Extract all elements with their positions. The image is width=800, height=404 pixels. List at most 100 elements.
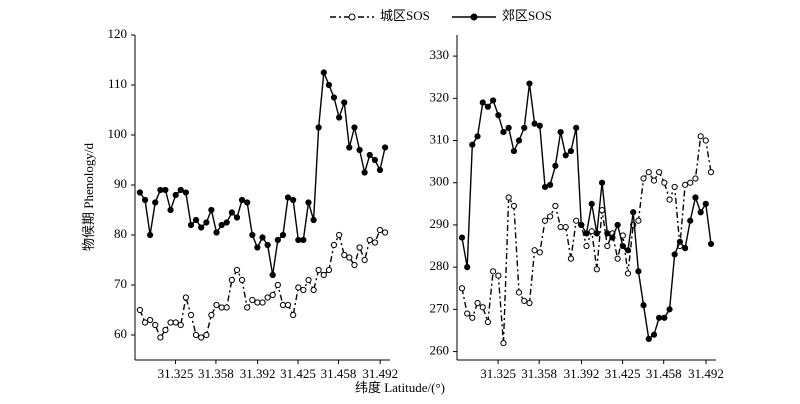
point bbox=[223, 304, 230, 311]
x-tick-label: 31.358 bbox=[521, 366, 557, 381]
point bbox=[661, 314, 668, 321]
point bbox=[218, 221, 225, 229]
point bbox=[213, 301, 220, 309]
point bbox=[645, 335, 652, 342]
point bbox=[614, 255, 621, 262]
point bbox=[650, 177, 658, 184]
point bbox=[310, 286, 317, 294]
point bbox=[588, 200, 595, 207]
point bbox=[573, 124, 580, 131]
point bbox=[269, 291, 276, 299]
x-tick-label: 31.492 bbox=[688, 366, 724, 381]
point bbox=[650, 331, 658, 338]
point bbox=[315, 266, 322, 274]
point bbox=[521, 297, 528, 305]
point bbox=[598, 179, 606, 186]
point bbox=[676, 238, 683, 245]
point bbox=[567, 147, 575, 155]
point bbox=[697, 133, 704, 140]
point bbox=[295, 284, 302, 291]
point bbox=[320, 271, 327, 279]
point bbox=[464, 310, 471, 317]
point bbox=[356, 146, 363, 154]
point bbox=[141, 319, 149, 326]
point bbox=[687, 217, 694, 224]
point bbox=[593, 266, 600, 273]
point bbox=[259, 299, 266, 306]
point bbox=[198, 334, 205, 341]
legend-marker bbox=[348, 13, 356, 21]
point bbox=[500, 340, 507, 347]
point bbox=[619, 242, 626, 250]
point bbox=[671, 183, 678, 191]
point bbox=[136, 306, 144, 314]
y-tick-label: 300 bbox=[430, 174, 450, 189]
y-tick-label: 110 bbox=[108, 76, 127, 91]
point bbox=[167, 206, 174, 214]
point bbox=[325, 81, 333, 89]
point bbox=[469, 141, 476, 148]
point bbox=[361, 169, 368, 176]
x-tick-label: 31.458 bbox=[646, 366, 682, 381]
point bbox=[162, 186, 169, 194]
point bbox=[187, 311, 195, 319]
y-tick-label: 100 bbox=[108, 126, 128, 141]
point bbox=[157, 186, 164, 194]
point bbox=[702, 137, 709, 144]
x-tick-label: 31.392 bbox=[240, 366, 276, 381]
point bbox=[238, 196, 246, 204]
point bbox=[366, 151, 373, 159]
point bbox=[505, 194, 512, 201]
point bbox=[458, 285, 466, 292]
point bbox=[254, 244, 261, 251]
point bbox=[244, 304, 251, 311]
y-tick-label: 120 bbox=[108, 26, 128, 41]
point bbox=[640, 302, 647, 309]
point bbox=[541, 183, 549, 191]
y-tick-label: 310 bbox=[430, 132, 450, 147]
point bbox=[655, 169, 663, 176]
point bbox=[305, 199, 312, 206]
point bbox=[203, 331, 210, 339]
point bbox=[490, 268, 497, 275]
point bbox=[274, 281, 281, 289]
point bbox=[578, 221, 585, 229]
y-axis-label: 物候期 Phenology/d bbox=[81, 143, 96, 251]
point bbox=[290, 311, 297, 319]
point bbox=[366, 236, 373, 244]
point bbox=[152, 321, 159, 329]
point bbox=[233, 214, 241, 221]
point bbox=[531, 247, 538, 254]
point bbox=[583, 242, 590, 250]
point bbox=[552, 162, 559, 169]
point bbox=[500, 128, 507, 136]
point bbox=[182, 189, 189, 196]
point bbox=[284, 301, 292, 309]
point bbox=[208, 311, 215, 319]
point bbox=[531, 120, 538, 127]
point bbox=[515, 289, 523, 296]
point bbox=[233, 266, 241, 274]
point bbox=[707, 169, 715, 176]
point bbox=[562, 223, 569, 231]
point bbox=[671, 251, 678, 258]
point bbox=[521, 124, 528, 131]
y-tick-label: 90 bbox=[114, 176, 127, 191]
point bbox=[479, 304, 486, 311]
point bbox=[635, 268, 642, 275]
y-tick-label: 280 bbox=[430, 258, 450, 273]
point bbox=[484, 318, 491, 326]
point bbox=[330, 241, 338, 249]
point bbox=[376, 166, 384, 174]
point bbox=[152, 199, 159, 206]
point bbox=[588, 228, 595, 235]
point bbox=[547, 213, 554, 220]
series-line bbox=[139, 72, 386, 276]
point bbox=[479, 99, 486, 106]
point bbox=[208, 206, 215, 214]
point bbox=[136, 189, 144, 196]
point bbox=[228, 209, 235, 216]
point bbox=[682, 245, 689, 252]
point bbox=[624, 247, 632, 254]
point bbox=[702, 200, 709, 207]
